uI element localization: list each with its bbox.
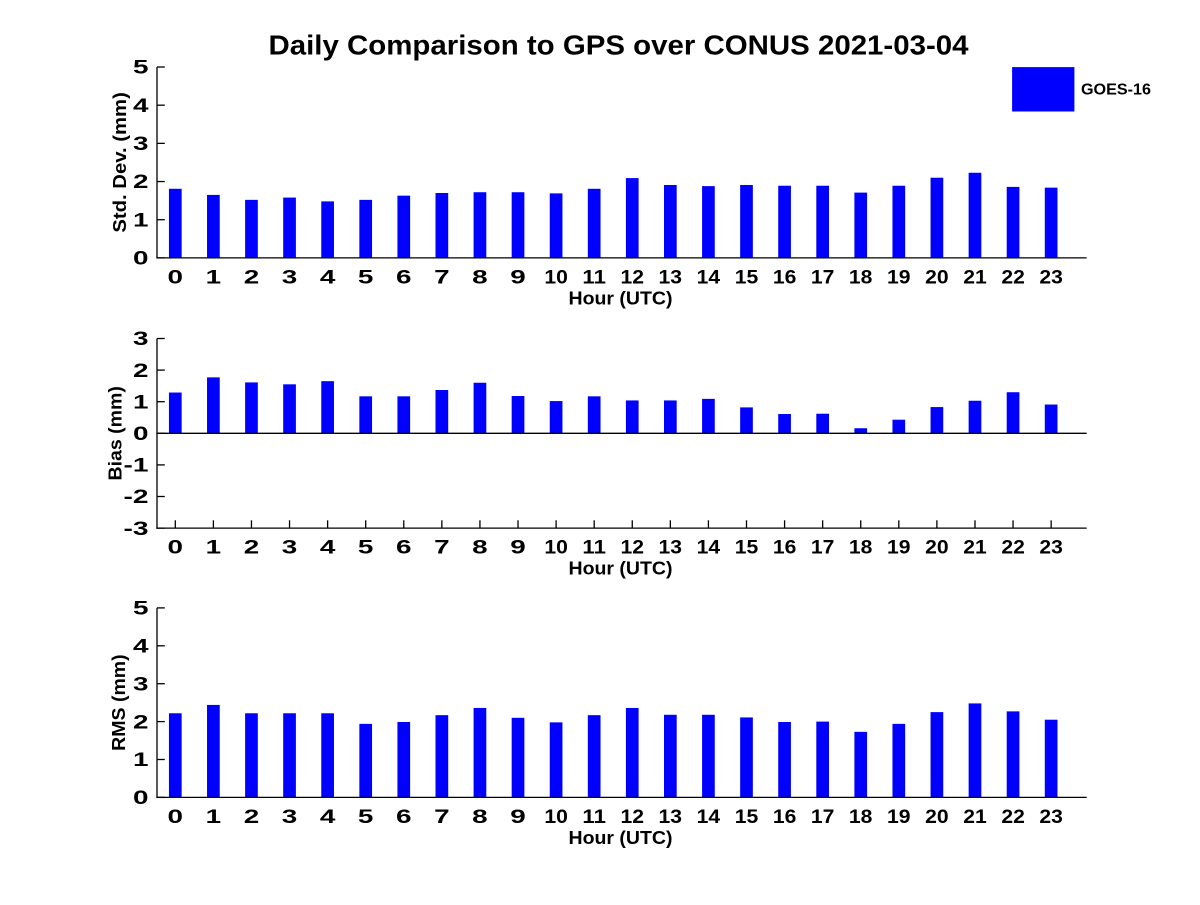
- svg-text:3: 3: [133, 674, 149, 695]
- svg-text:5: 5: [358, 807, 374, 828]
- svg-text:14: 14: [697, 268, 721, 289]
- svg-text:19: 19: [887, 538, 911, 559]
- svg-text:1: 1: [206, 268, 222, 289]
- svg-text:4: 4: [133, 637, 149, 658]
- svg-text:16: 16: [773, 538, 797, 559]
- svg-text:2: 2: [133, 361, 149, 382]
- svg-text:7: 7: [434, 807, 450, 828]
- svg-text:9: 9: [510, 807, 526, 828]
- svg-text:11: 11: [582, 268, 606, 289]
- svg-text:Hour (UTC): Hour (UTC): [569, 559, 673, 579]
- svg-text:4: 4: [133, 96, 149, 117]
- svg-text:15: 15: [735, 268, 759, 289]
- svg-text:8: 8: [472, 268, 488, 289]
- svg-text:17: 17: [811, 268, 835, 289]
- svg-text:-2: -2: [124, 487, 149, 508]
- svg-text:17: 17: [811, 807, 835, 828]
- svg-text:22: 22: [1001, 268, 1025, 289]
- svg-text:3: 3: [282, 538, 298, 559]
- svg-text:2: 2: [133, 712, 149, 733]
- svg-text:Std. Dev. (mm): Std. Dev. (mm): [110, 92, 130, 233]
- svg-text:0: 0: [168, 807, 184, 828]
- svg-text:20: 20: [925, 807, 949, 828]
- svg-text:12: 12: [621, 538, 645, 559]
- svg-text:5: 5: [133, 599, 149, 620]
- svg-text:21: 21: [963, 807, 987, 828]
- svg-text:11: 11: [582, 807, 606, 828]
- svg-text:Daily Comparison to GPS over C: Daily Comparison to GPS over CONUS 2021-…: [269, 30, 969, 61]
- svg-text:22: 22: [1001, 807, 1025, 828]
- svg-text:16: 16: [773, 268, 797, 289]
- svg-text:16: 16: [773, 807, 797, 828]
- svg-text:15: 15: [735, 807, 759, 828]
- svg-text:0: 0: [133, 249, 149, 270]
- svg-text:21: 21: [963, 268, 987, 289]
- svg-text:19: 19: [887, 268, 911, 289]
- svg-text:Hour (UTC): Hour (UTC): [569, 288, 673, 308]
- svg-text:12: 12: [621, 268, 645, 289]
- svg-text:20: 20: [925, 538, 949, 559]
- svg-text:5: 5: [358, 538, 374, 559]
- svg-text:3: 3: [133, 329, 149, 350]
- svg-text:RMS (mm): RMS (mm): [109, 654, 129, 751]
- svg-text:0: 0: [168, 268, 184, 289]
- svg-text:1: 1: [133, 210, 149, 231]
- svg-text:8: 8: [472, 538, 488, 559]
- svg-text:Bias (mm): Bias (mm): [106, 386, 126, 481]
- svg-text:22: 22: [1001, 538, 1025, 559]
- svg-text:14: 14: [697, 538, 721, 559]
- svg-text:15: 15: [735, 538, 759, 559]
- svg-text:1: 1: [206, 807, 222, 828]
- svg-text:10: 10: [544, 538, 568, 559]
- svg-text:11: 11: [582, 538, 606, 559]
- svg-text:21: 21: [963, 538, 987, 559]
- svg-text:0: 0: [168, 538, 184, 559]
- svg-text:1: 1: [133, 750, 149, 771]
- svg-text:17: 17: [811, 538, 835, 559]
- svg-text:13: 13: [659, 538, 683, 559]
- svg-text:6: 6: [396, 538, 412, 559]
- svg-text:23: 23: [1039, 807, 1063, 828]
- svg-text:19: 19: [887, 807, 911, 828]
- svg-text:5: 5: [133, 58, 149, 79]
- svg-text:1: 1: [206, 538, 222, 559]
- svg-text:1: 1: [133, 392, 149, 413]
- svg-text:10: 10: [544, 807, 568, 828]
- svg-text:3: 3: [282, 268, 298, 289]
- svg-text:GOES-16: GOES-16: [1081, 82, 1151, 99]
- svg-text:-1: -1: [124, 456, 150, 477]
- svg-text:14: 14: [697, 807, 721, 828]
- svg-text:4: 4: [320, 268, 336, 289]
- svg-text:2: 2: [244, 538, 260, 559]
- svg-text:7: 7: [434, 538, 450, 559]
- svg-text:12: 12: [621, 807, 645, 828]
- svg-text:2: 2: [244, 268, 260, 289]
- svg-text:23: 23: [1039, 538, 1063, 559]
- svg-text:5: 5: [358, 268, 374, 289]
- svg-text:4: 4: [320, 807, 336, 828]
- svg-text:0: 0: [133, 424, 149, 445]
- svg-text:0: 0: [133, 788, 149, 809]
- svg-text:18: 18: [849, 807, 873, 828]
- svg-text:10: 10: [544, 268, 568, 289]
- svg-text:2: 2: [133, 172, 149, 193]
- svg-text:3: 3: [133, 134, 149, 155]
- svg-text:13: 13: [659, 268, 683, 289]
- svg-text:6: 6: [396, 807, 412, 828]
- svg-text:18: 18: [849, 268, 873, 289]
- svg-text:9: 9: [510, 268, 526, 289]
- svg-text:3: 3: [282, 807, 298, 828]
- svg-text:18: 18: [849, 538, 873, 559]
- svg-text:8: 8: [472, 807, 488, 828]
- svg-text:13: 13: [659, 807, 683, 828]
- svg-text:-3: -3: [124, 519, 149, 540]
- svg-text:23: 23: [1039, 268, 1063, 289]
- svg-text:2: 2: [244, 807, 260, 828]
- svg-text:20: 20: [925, 268, 949, 289]
- svg-text:7: 7: [434, 268, 450, 289]
- svg-text:9: 9: [510, 538, 526, 559]
- svg-text:6: 6: [396, 268, 412, 289]
- svg-text:Hour (UTC): Hour (UTC): [569, 828, 673, 848]
- svg-text:4: 4: [320, 538, 336, 559]
